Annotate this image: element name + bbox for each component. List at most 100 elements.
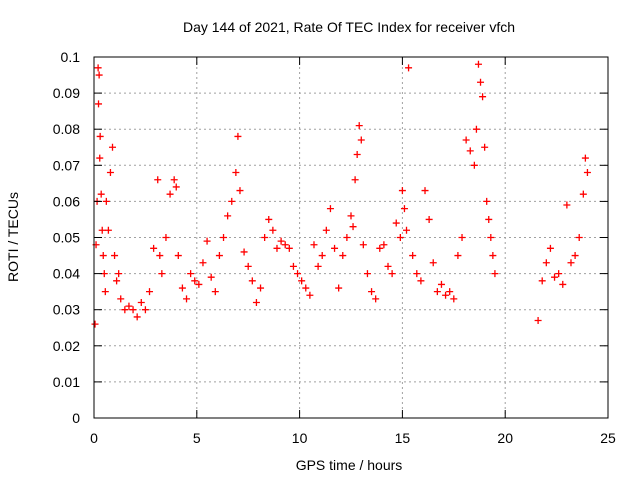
data-point	[166, 190, 174, 198]
data-point	[538, 277, 546, 285]
data-point	[571, 252, 579, 260]
data-point	[546, 244, 554, 252]
data-point	[450, 295, 458, 303]
data-point	[433, 288, 441, 296]
y-tick-label: 0.04	[53, 266, 80, 282]
data-point	[129, 306, 137, 314]
data-point	[156, 252, 164, 260]
data-point	[563, 201, 571, 209]
data-point	[479, 93, 487, 101]
data-point	[302, 284, 310, 292]
data-point	[244, 262, 252, 270]
data-point	[400, 205, 408, 213]
data-point	[95, 71, 103, 79]
data-point	[477, 78, 485, 86]
x-tick-label: 15	[395, 430, 411, 446]
data-point	[141, 306, 149, 314]
data-point	[437, 280, 445, 288]
data-point	[298, 277, 306, 285]
data-point	[343, 234, 351, 241]
data-point	[542, 259, 550, 267]
y-tick-label: 0	[72, 410, 80, 426]
data-point	[101, 288, 109, 296]
y-tick-label: 0.1	[61, 49, 81, 65]
data-point	[489, 252, 497, 260]
data-point	[111, 252, 119, 260]
data-point	[95, 100, 103, 108]
data-point	[429, 259, 437, 267]
data-point	[98, 226, 106, 234]
data-point	[581, 154, 589, 162]
y-tick-label: 0.09	[53, 85, 80, 101]
data-point	[207, 273, 215, 281]
data-point	[339, 252, 347, 260]
data-point	[289, 262, 297, 270]
data-point	[121, 306, 129, 314]
data-point	[109, 143, 117, 151]
data-point	[273, 244, 281, 252]
data-point	[417, 277, 425, 285]
data-point	[154, 176, 162, 184]
data-point	[195, 280, 203, 288]
data-point	[106, 169, 114, 177]
data-point	[265, 215, 273, 223]
data-point	[162, 234, 170, 241]
data-point	[331, 244, 339, 252]
data-point	[555, 270, 563, 278]
data-point	[351, 176, 359, 184]
y-tick-label: 0.08	[53, 121, 80, 137]
data-point	[187, 270, 195, 278]
data-point	[359, 241, 367, 249]
data-point	[409, 252, 417, 260]
data-point	[470, 161, 478, 169]
data-point	[534, 317, 542, 325]
axis-ticks: 0 0.01 0.02 0.03 0.04 0.05 0.06 0.07 0.08 0.09 0.1…	[53, 49, 616, 446]
data-point	[583, 169, 591, 177]
data-point	[97, 190, 105, 198]
data-point	[228, 197, 236, 205]
data-point	[425, 215, 433, 223]
data-point	[442, 291, 450, 299]
data-point	[551, 273, 559, 281]
y-tick-label: 0.07	[53, 157, 80, 173]
data-point	[446, 288, 454, 296]
data-point	[380, 241, 388, 249]
data-point	[368, 288, 376, 296]
data-point	[487, 234, 495, 241]
x-tick-label: 5	[193, 430, 201, 446]
data-point	[199, 259, 207, 267]
grid-lines	[94, 57, 608, 418]
data-point	[211, 288, 219, 296]
data-point	[353, 150, 361, 158]
data-point	[236, 187, 244, 195]
data-point	[326, 205, 334, 213]
data-point	[133, 313, 141, 321]
data-point	[94, 64, 102, 72]
data-point	[96, 132, 104, 140]
data-point	[174, 252, 182, 260]
data-point	[113, 277, 121, 285]
x-tick-label: 10	[292, 430, 308, 446]
chart-title: Day 144 of 2021, Rate Of TEC Index for r…	[183, 19, 515, 35]
data-point	[91, 320, 99, 328]
data-point	[485, 215, 493, 223]
data-points	[91, 60, 591, 328]
data-point	[318, 252, 326, 260]
data-point	[146, 288, 154, 296]
data-point	[567, 259, 575, 267]
data-point	[117, 295, 125, 303]
data-point	[454, 252, 462, 260]
data-point	[158, 270, 166, 278]
data-point	[277, 237, 285, 245]
x-axis-label: GPS time / hours	[296, 457, 403, 473]
data-point	[355, 122, 363, 130]
x-tick-label: 0	[90, 430, 98, 446]
data-point	[104, 226, 112, 234]
data-point	[322, 226, 330, 234]
data-point	[458, 234, 466, 241]
data-point	[220, 234, 228, 241]
data-point	[215, 252, 223, 260]
data-point	[125, 302, 133, 310]
data-point	[403, 226, 411, 234]
